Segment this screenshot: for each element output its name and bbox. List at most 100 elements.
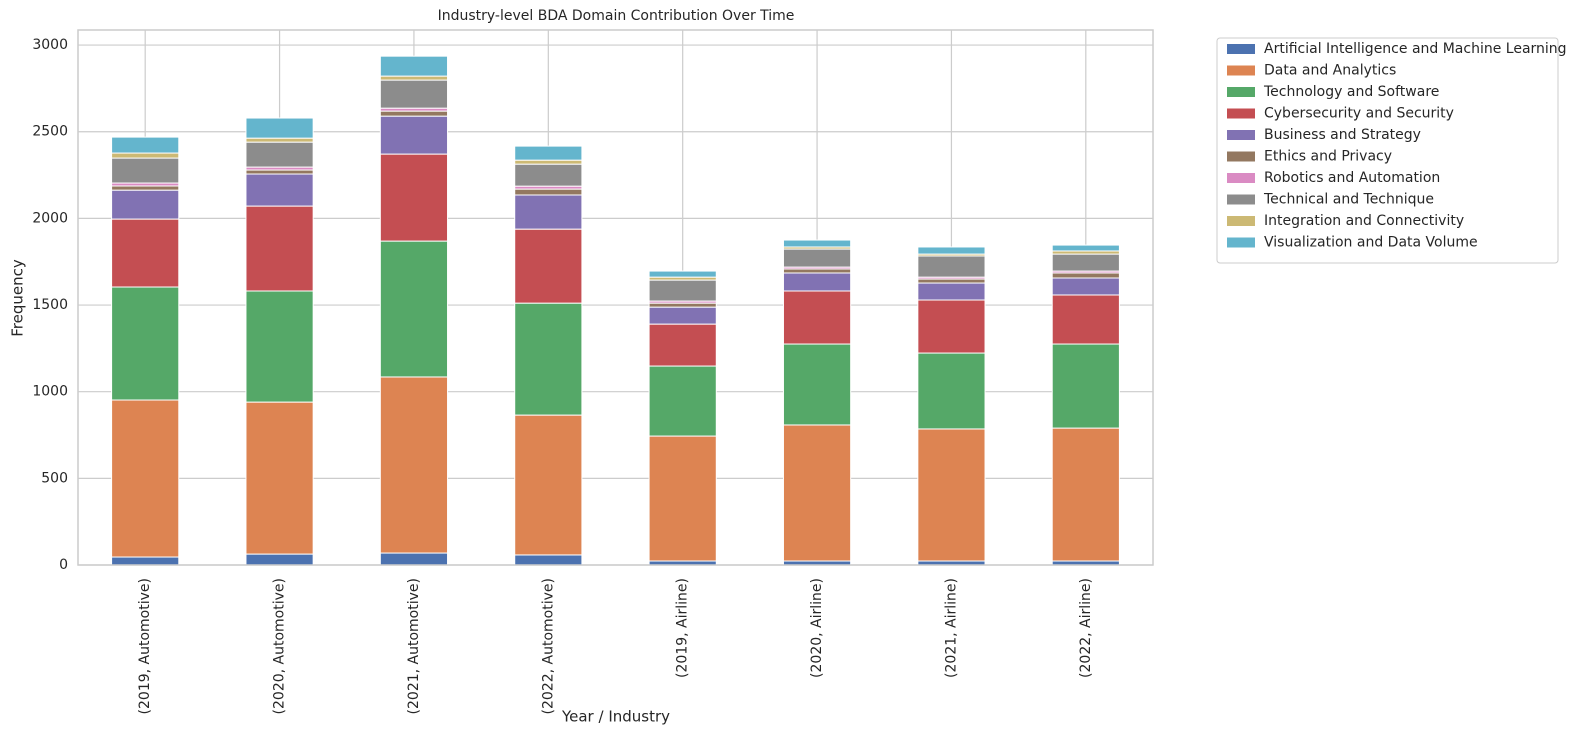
legend-swatch [1227,130,1255,140]
bar-segment [379,376,449,554]
bar-segment [111,157,180,184]
bar-segment [917,428,986,562]
bar-segment [1051,277,1120,296]
bar-segment [648,302,717,308]
bar-segment [111,152,180,159]
bar-segment [1051,244,1120,252]
bar-segment [245,141,314,168]
legend-swatch [1227,173,1255,183]
y-tick-label: 1000 [32,384,68,400]
y-tick-label: 3000 [32,37,68,53]
bar-segment [1051,294,1120,345]
bar-segment [379,110,449,117]
bar-segment [1051,253,1120,272]
bar-segment [514,145,583,161]
bar-segment [917,255,986,278]
bar-segment [514,194,583,230]
bar-segment [648,270,717,278]
bar-segment [1051,427,1120,562]
bar-segment [514,414,583,556]
bar-segment [379,115,449,155]
bar-segment [514,188,583,196]
bar-segment [782,268,852,274]
bar-segment [245,290,314,403]
bar-segment [782,272,852,292]
bar-segment [245,553,314,566]
bar-segment [514,554,583,566]
legend-label: Technology and Software [1263,84,1439,100]
bar-segment [245,137,314,143]
y-tick-label: 2000 [32,210,68,226]
bar-segment [245,169,314,175]
bar-segment [917,246,986,255]
bar-segment [379,552,449,566]
bar-segment [379,75,449,81]
legend-label: Cybersecurity and Security [1264,106,1454,122]
bar-segment [111,136,180,154]
bar-segment [379,240,449,378]
y-tick-label: 500 [41,470,68,486]
bar-segment [782,290,852,345]
bar-segment [648,279,717,302]
bar-segment [379,153,449,242]
y-tick-label: 2500 [32,124,68,140]
bar-segment [379,55,449,77]
plot-frame [77,29,1154,566]
y-tick-label: 0 [59,557,68,573]
legend-swatch [1227,237,1255,248]
x-tick-label: (2022, Automotive) [540,578,556,714]
x-tick-label: (2020, Airline) [809,578,825,678]
bar-segment [917,299,986,354]
x-tick-label: (2019, Automotive) [137,578,153,714]
bar-segment [379,79,449,109]
bar-segment [111,556,180,566]
legend-label: Integration and Connectivity [1264,213,1464,229]
legend-label: Artificial Intelligence and Machine Lear… [1264,41,1567,57]
bar-segment [917,278,986,284]
bar-segment [111,189,180,220]
bar-segment [648,323,717,367]
bar-segment [648,365,717,437]
legend-swatch [1227,151,1255,162]
legend-label: Visualization and Data Volume [1264,235,1478,251]
legend: Artificial Intelligence and Machine Lear… [1216,37,1567,264]
legend-frame [1216,37,1559,264]
bar-segment [782,424,852,562]
bar-segment [514,302,583,416]
bar-segment [514,228,583,304]
bar-segment [514,159,583,165]
x-tick-label: (2021, Airline) [943,578,959,678]
bar-segment [514,163,583,187]
bar-segment [111,218,180,288]
bar-segment [917,282,986,301]
legend-swatch [1227,194,1255,205]
y-tick-label: 1500 [32,297,68,313]
bar-segment [111,286,180,401]
bar-segment [245,401,314,555]
legend-label: Data and Analytics [1264,63,1396,79]
legend-label: Technical and Technique [1263,192,1434,208]
legend-label: Business and Strategy [1264,127,1421,143]
legend-swatch [1227,216,1255,226]
x-axis-label: Year / Industry [561,708,670,726]
legend-label: Ethics and Privacy [1264,149,1392,165]
legend-swatch [1227,108,1255,119]
bar-segment [648,435,717,562]
legend-swatch [1227,44,1255,54]
chart-title: Industry-level BDA Domain Contribution O… [438,8,795,24]
x-tick-label: (2021, Automotive) [406,578,422,714]
x-tick-label: (2020, Automotive) [272,578,288,714]
bar-segment [782,239,852,248]
bar-segment [917,352,986,430]
bar-segment [111,185,180,191]
bar-segment [245,173,314,207]
legend-swatch [1227,87,1255,97]
x-tick-label: (2019, Airline) [675,578,691,678]
bar-segment [782,343,852,426]
legend-swatch [1227,65,1255,76]
bar-segment [1051,343,1120,429]
y-axis-label: Frequency [9,259,27,337]
bar-segment [111,399,180,558]
bar-segment [782,248,852,268]
